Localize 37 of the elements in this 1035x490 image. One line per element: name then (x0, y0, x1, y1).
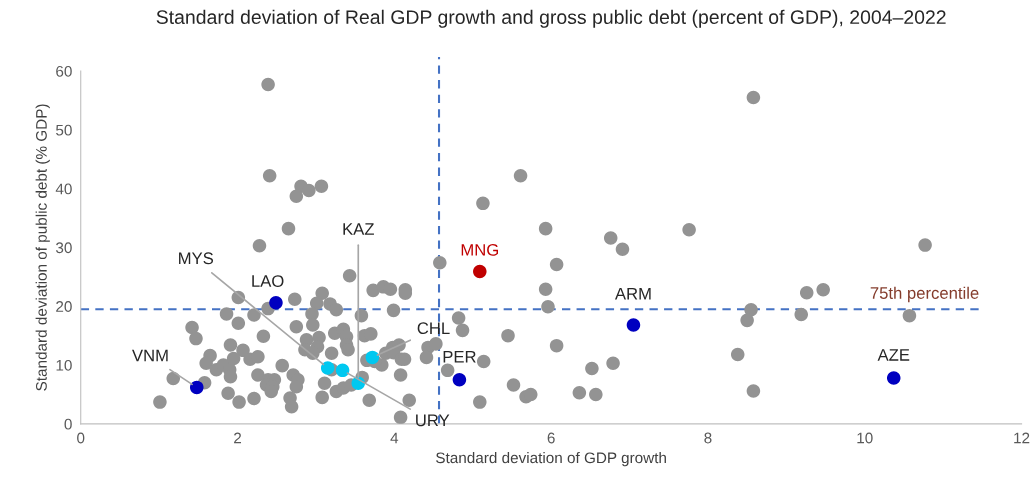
x-tick-label: 2 (234, 432, 242, 444)
point (335, 363, 350, 378)
x-tick-label: 6 (547, 432, 555, 444)
annotation: ARM (614, 287, 651, 300)
x-tick-label: 12 (1014, 432, 1030, 444)
annotation: VNM (132, 349, 168, 362)
y-tick-label: 0 (64, 418, 72, 430)
point (320, 361, 335, 375)
y-tick-label: 30 (55, 242, 72, 254)
x-tick-label: 10 (857, 432, 873, 444)
y-tick-label: 40 (55, 183, 72, 195)
y-tick-label: 20 (56, 301, 72, 312)
x-tick-label: 4 (390, 432, 399, 444)
x-tick-label: 0 (77, 432, 85, 444)
y-tick-label: 50 (56, 124, 72, 136)
annotation: PER (443, 350, 476, 363)
point (473, 264, 487, 279)
point (452, 372, 467, 387)
annotation: MYS (179, 252, 214, 265)
annotation: KAZ (343, 223, 374, 235)
y-tick-label: 60 (56, 65, 72, 77)
point (269, 295, 283, 310)
chart-title: Standard deviation of Real GDP growth and gross public debt (percent of GDP), 2004–2022 (156, 9, 946, 28)
ref-line-label: 75th percentile (870, 286, 979, 303)
y-axis-title: Standard deviation of public debt (% GDP) (35, 104, 50, 391)
annotation: CHL (417, 322, 450, 335)
annotation: LAO (252, 275, 284, 287)
annotation: URY (416, 414, 450, 427)
point (365, 350, 380, 365)
point (190, 380, 204, 395)
y-tick-label: 10 (56, 359, 72, 371)
point (886, 371, 901, 385)
x-axis-title: Standard deviation of GDP growth (436, 451, 666, 467)
point (626, 318, 641, 332)
annotation: MNG (461, 243, 498, 256)
x-tick-label: 8 (704, 432, 712, 444)
annotation: AZE (877, 349, 910, 361)
